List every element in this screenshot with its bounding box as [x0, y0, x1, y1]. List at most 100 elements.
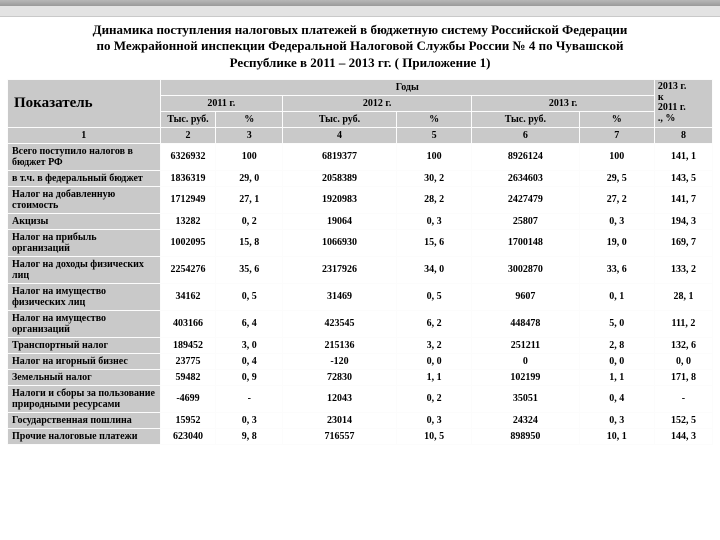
- row-label: Налог на имущество организаций: [8, 310, 161, 337]
- cell: -: [216, 385, 283, 412]
- col-2011-rub: Тыс. руб.: [160, 111, 216, 127]
- cell: 102199: [472, 369, 579, 385]
- cell: 59482: [160, 369, 216, 385]
- table-row: Налог на доходы физических лиц225427635,…: [8, 256, 713, 283]
- cell: 133, 2: [654, 256, 712, 283]
- row-label: Налог на прибыль организаций: [8, 229, 161, 256]
- cell: 8926124: [472, 143, 579, 170]
- cell: 15952: [160, 412, 216, 428]
- cell: 100: [216, 143, 283, 170]
- cell: 171, 8: [654, 369, 712, 385]
- cell: 0, 3: [396, 412, 471, 428]
- cell: 30, 2: [396, 170, 471, 186]
- title-line-1: Динамика поступления налоговых платежей …: [93, 22, 628, 37]
- cell: 19064: [283, 213, 397, 229]
- row-label: Акцизы: [8, 213, 161, 229]
- cell: 27, 1: [216, 186, 283, 213]
- cell: 1712949: [160, 186, 216, 213]
- cell: 141, 7: [654, 186, 712, 213]
- numcell: 8: [654, 127, 712, 143]
- cell: 5, 0: [579, 310, 654, 337]
- cell: 143, 5: [654, 170, 712, 186]
- cell: 100: [396, 143, 471, 170]
- title-line-3: Республике в 2011 – 2013 гг. ( Приложени…: [230, 55, 491, 70]
- cell: 0, 1: [579, 283, 654, 310]
- cell: 0, 5: [396, 283, 471, 310]
- cell: 3, 0: [216, 337, 283, 353]
- cell: 72830: [283, 369, 397, 385]
- cell: 35, 6: [216, 256, 283, 283]
- header-row-1: Показатель Годы 2013 г. к 2011 г. ., %: [8, 79, 713, 95]
- cell: 3, 2: [396, 337, 471, 353]
- cell: 251211: [472, 337, 579, 353]
- col-2012-pct: %: [396, 111, 471, 127]
- row-label: Земельный налог: [8, 369, 161, 385]
- col-2012: 2012 г.: [283, 95, 472, 111]
- cell: 898950: [472, 428, 579, 444]
- cell: 169, 7: [654, 229, 712, 256]
- cell: 111, 2: [654, 310, 712, 337]
- table-row: Всего поступило налогов в бюджет РФ63269…: [8, 143, 713, 170]
- cell: 15, 6: [396, 229, 471, 256]
- cell: 10, 1: [579, 428, 654, 444]
- cell: 29, 5: [579, 170, 654, 186]
- table-row: Налог на добавленную стоимость171294927,…: [8, 186, 713, 213]
- cell: -4699: [160, 385, 216, 412]
- cell: 0, 4: [579, 385, 654, 412]
- cell: 194, 3: [654, 213, 712, 229]
- cell: 2427479: [472, 186, 579, 213]
- col-2013-rub: Тыс. руб.: [472, 111, 579, 127]
- cell: 0, 5: [216, 283, 283, 310]
- tax-table: Показатель Годы 2013 г. к 2011 г. ., % 2…: [7, 79, 713, 445]
- cell: 448478: [472, 310, 579, 337]
- row-label: Государственная пошлина: [8, 412, 161, 428]
- cell: 0, 9: [216, 369, 283, 385]
- cell: 10, 5: [396, 428, 471, 444]
- col-ratio: 2013 г. к 2011 г. ., %: [654, 79, 712, 127]
- cell: 0, 2: [216, 213, 283, 229]
- row-label: Налог на доходы физических лиц: [8, 256, 161, 283]
- cell: 23775: [160, 353, 216, 369]
- row-label: Налог на имущество физических лиц: [8, 283, 161, 310]
- cell: 0: [472, 353, 579, 369]
- cell: 1, 1: [396, 369, 471, 385]
- cell: 34, 0: [396, 256, 471, 283]
- cell: 34162: [160, 283, 216, 310]
- table-row: Налоги и сборы за пользование природными…: [8, 385, 713, 412]
- table-row: Акцизы132820, 2190640, 3258070, 3194, 3: [8, 213, 713, 229]
- row-label: Всего поступило налогов в бюджет РФ: [8, 143, 161, 170]
- col-years: Годы: [160, 79, 654, 95]
- cell: 0, 0: [579, 353, 654, 369]
- numcell: 6: [472, 127, 579, 143]
- cell: 19, 0: [579, 229, 654, 256]
- cell: 6819377: [283, 143, 397, 170]
- cell: 0, 2: [396, 385, 471, 412]
- cell: 6326932: [160, 143, 216, 170]
- cell: 1002095: [160, 229, 216, 256]
- row-label: Прочие налоговые платежи: [8, 428, 161, 444]
- title-line-2: по Межрайонной инспекции Федеральной Нал…: [97, 38, 624, 53]
- table-row: в т.ч. в федеральный бюджет183631929, 02…: [8, 170, 713, 186]
- cell: 423545: [283, 310, 397, 337]
- table-row: Прочие налоговые платежи6230409, 8716557…: [8, 428, 713, 444]
- cell: 15, 8: [216, 229, 283, 256]
- cell: 2254276: [160, 256, 216, 283]
- cell: 1836319: [160, 170, 216, 186]
- cell: 2058389: [283, 170, 397, 186]
- col-2012-rub: Тыс. руб.: [283, 111, 397, 127]
- cell: 716557: [283, 428, 397, 444]
- cell: 144, 3: [654, 428, 712, 444]
- cell: 28, 1: [654, 283, 712, 310]
- numcell: 3: [216, 127, 283, 143]
- cell: 1, 1: [579, 369, 654, 385]
- cell: 12043: [283, 385, 397, 412]
- row-label: Транспортный налог: [8, 337, 161, 353]
- cell: 2317926: [283, 256, 397, 283]
- cell: 0, 4: [216, 353, 283, 369]
- numcell: 1: [8, 127, 161, 143]
- cell: 141, 1: [654, 143, 712, 170]
- cell: 0, 3: [579, 213, 654, 229]
- cell: 2634603: [472, 170, 579, 186]
- col-2011: 2011 г.: [160, 95, 282, 111]
- numcell: 4: [283, 127, 397, 143]
